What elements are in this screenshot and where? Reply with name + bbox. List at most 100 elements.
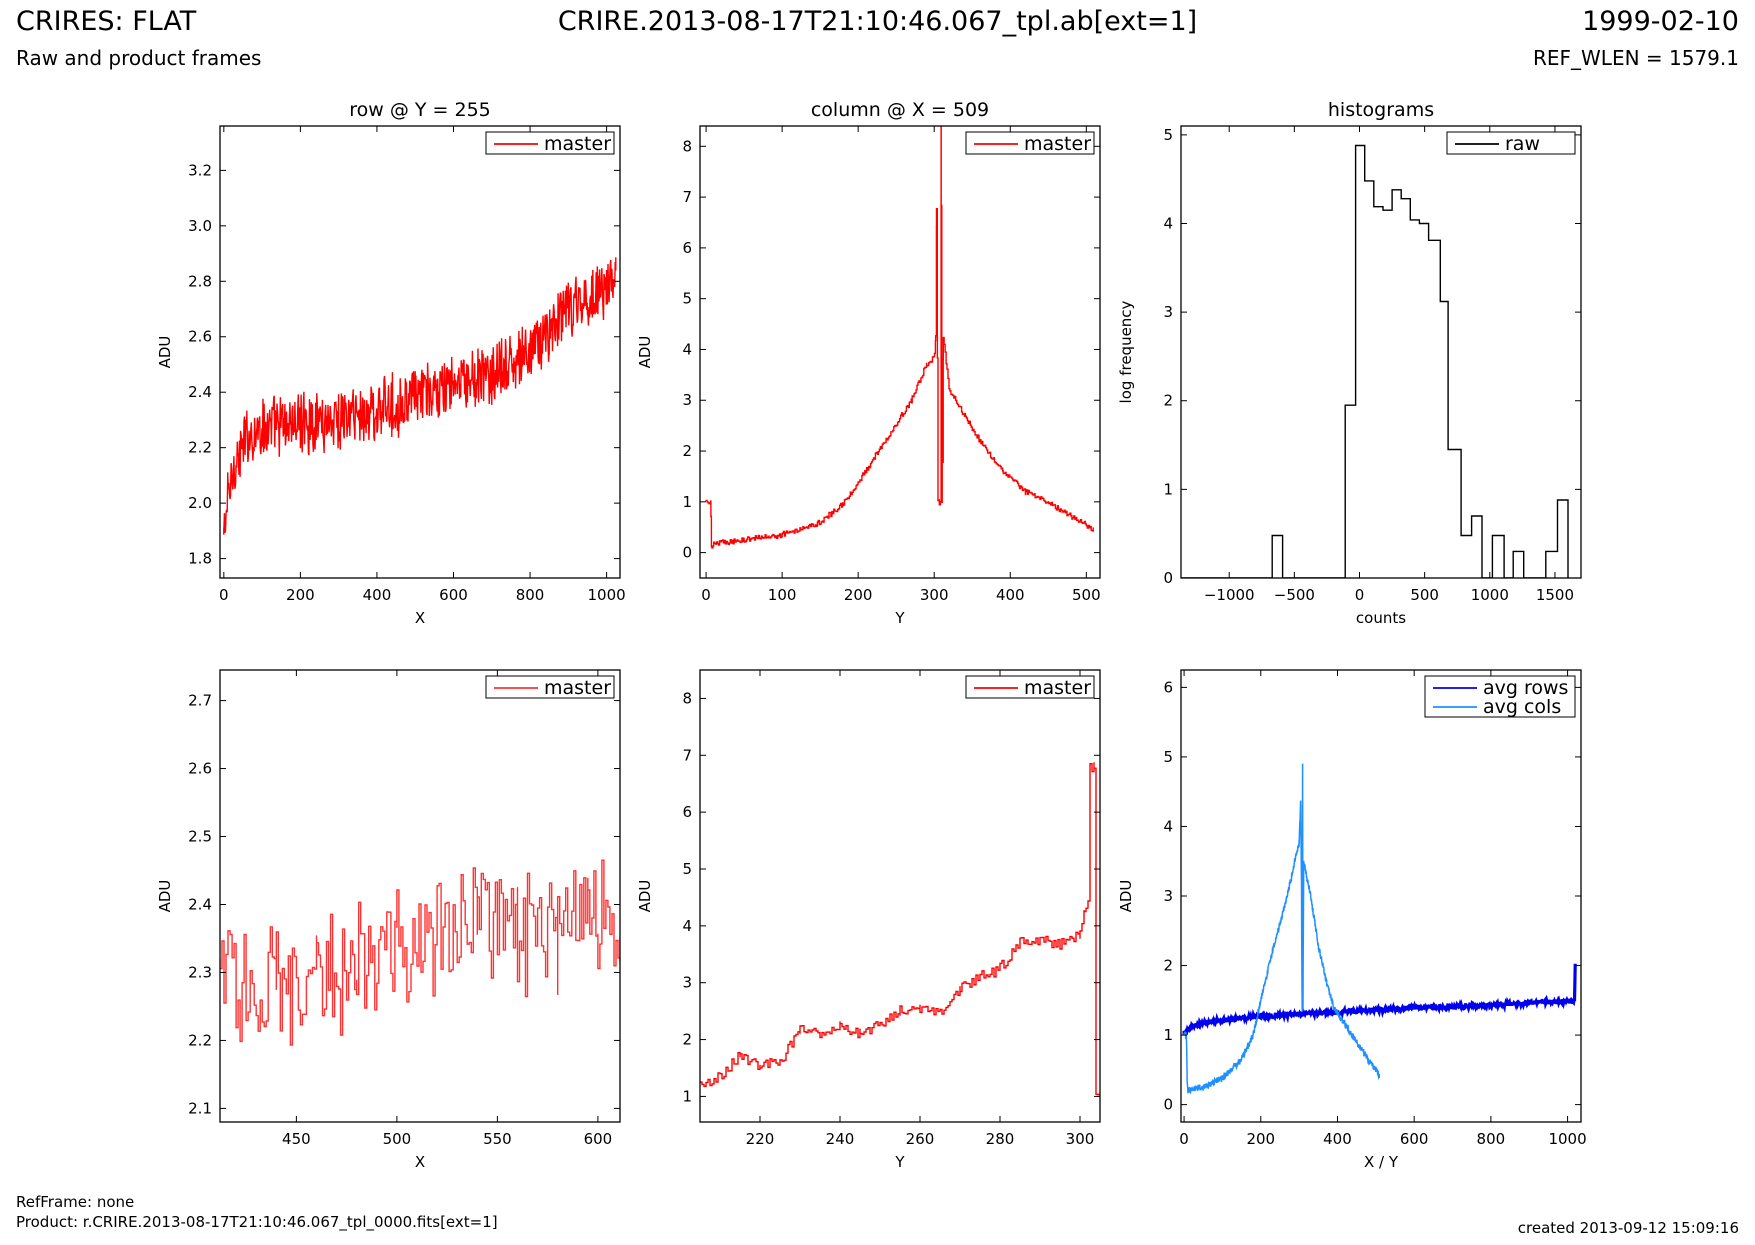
x-tick-label: 0 <box>219 586 229 604</box>
y-tick-label: 2.0 <box>188 494 212 512</box>
y-tick-label: 7 <box>682 746 692 764</box>
x-axis-label: Y <box>894 1153 905 1171</box>
ref-wlen-label: REF_WLEN = 1579.1 <box>1532 46 1739 70</box>
series-line-master <box>220 859 620 1046</box>
series-line-raw <box>1181 144 1569 578</box>
legend-label: master <box>544 133 611 155</box>
legend-label: raw <box>1505 133 1540 155</box>
y-tick-label: 2.8 <box>188 272 212 290</box>
x-tick-label: 1000 <box>1548 1130 1586 1148</box>
y-axis-label: ADU <box>636 336 654 369</box>
y-tick-label: 2.2 <box>188 1031 212 1049</box>
y-tick-label: 2.4 <box>188 895 212 913</box>
x-tick-label: 400 <box>996 586 1025 604</box>
y-tick-label: 1 <box>1163 1026 1173 1044</box>
series-line-avg-rows <box>1182 963 1577 1036</box>
x-tick-label: 220 <box>746 1130 775 1148</box>
y-tick-label: 8 <box>682 689 692 707</box>
legend-label: master <box>544 677 611 699</box>
legend-box <box>1446 131 1576 155</box>
y-tick-label: 0 <box>682 544 692 562</box>
series-line-master <box>700 762 1100 1097</box>
x-tick-label: −1000 <box>1204 586 1255 604</box>
chart-panel-3: −1000 −500 0 500 1000 1500 0 1 2 3 4 5 histograms cou… <box>1117 99 1582 627</box>
series-line-avg-cols <box>1183 763 1381 1095</box>
chart-panel-5: 220 240 260 280 300 1 2 3 4 5 6 7 8 Y ADU master <box>636 669 1101 1171</box>
x-tick-label: 280 <box>986 1130 1015 1148</box>
y-axis-label: ADU <box>156 336 174 369</box>
x-tick-label: 0 <box>1179 1130 1189 1148</box>
y-tick-label: 3 <box>682 391 692 409</box>
footer-created: created 2013-09-12 15:09:16 <box>1517 1219 1739 1237</box>
y-tick-label: 7 <box>682 188 692 206</box>
y-tick-label: 2.7 <box>188 692 212 710</box>
series-line-master <box>223 257 617 535</box>
plot-frame <box>219 669 621 1123</box>
x-tick-label: 200 <box>844 586 873 604</box>
y-tick-label: 5 <box>1163 126 1173 144</box>
x-tick-label: 200 <box>286 586 315 604</box>
chart-panel-1: 0 200 400 600 800 1000 1.8 2.0 2.2 2.4 2.6 2.8 3.0 3.… <box>156 99 626 627</box>
legend-box <box>485 131 615 155</box>
y-tick-label: 2.4 <box>188 383 212 401</box>
x-tick-label: 800 <box>1477 1130 1506 1148</box>
page-title-date: 1999-02-10 <box>1582 6 1739 37</box>
y-tick-label: 4 <box>682 340 692 358</box>
y-tick-label: 2.1 <box>188 1099 212 1117</box>
y-axis-label: ADU <box>156 880 174 913</box>
y-tick-label: 2.6 <box>188 328 212 346</box>
y-tick-label: 5 <box>1163 748 1173 766</box>
x-tick-label: 500 <box>383 1130 412 1148</box>
y-tick-label: 1 <box>682 493 692 511</box>
legend-label: master <box>1024 677 1091 699</box>
y-tick-label: 4 <box>1163 214 1173 232</box>
y-tick-label: 2 <box>682 1031 692 1049</box>
y-tick-label: 2.2 <box>188 439 212 457</box>
x-tick-label: 300 <box>1066 1130 1095 1148</box>
y-tick-label: 2.5 <box>188 828 212 846</box>
page-subtitle: Raw and product frames <box>16 46 262 70</box>
x-axis-label: X / Y <box>1364 1153 1399 1171</box>
x-axis-label: Y <box>894 609 905 627</box>
y-axis-label: log frequency <box>1117 300 1135 403</box>
x-tick-label: 600 <box>1400 1130 1429 1148</box>
legend-box <box>1424 675 1576 718</box>
plot-frame <box>699 669 1101 1123</box>
y-tick-label: 0 <box>1163 1096 1173 1114</box>
page-title-file: CRIRE.2013-08-17T21:10:46.067_tpl.ab[ext… <box>557 6 1198 37</box>
plot-frame <box>1180 669 1582 1123</box>
y-tick-label: 1.8 <box>188 550 212 568</box>
y-tick-label: 0 <box>1163 569 1173 587</box>
y-tick-label: 1 <box>1163 480 1173 498</box>
y-tick-label: 4 <box>682 917 692 935</box>
x-tick-label: 450 <box>282 1130 311 1148</box>
x-tick-label: 1500 <box>1536 586 1574 604</box>
x-tick-label: 800 <box>516 586 545 604</box>
y-tick-label: 6 <box>682 803 692 821</box>
y-tick-label: 4 <box>1163 817 1173 835</box>
legend-label: avg rows <box>1483 677 1568 699</box>
x-axis-label: counts <box>1356 609 1406 627</box>
y-tick-label: 6 <box>682 239 692 257</box>
legend-box <box>965 131 1095 155</box>
y-tick-label: 3.0 <box>188 217 212 235</box>
x-tick-label: 400 <box>363 586 392 604</box>
x-tick-label: 300 <box>920 586 949 604</box>
footer-product: Product: r.CRIRE.2013-08-17T21:10:46.067… <box>16 1213 498 1231</box>
x-tick-label: 550 <box>483 1130 512 1148</box>
y-axis-label: ADU <box>636 880 654 913</box>
x-tick-label: 400 <box>1323 1130 1352 1148</box>
y-tick-label: 3.2 <box>188 161 212 179</box>
x-tick-label: 100 <box>768 586 797 604</box>
plot-frame <box>219 125 621 579</box>
legend-box <box>485 675 615 699</box>
page-title-instrument: CRIRES: FLAT <box>16 6 197 37</box>
y-tick-label: 2 <box>1163 957 1173 975</box>
x-tick-label: 600 <box>584 1130 613 1148</box>
legend-label: master <box>1024 133 1091 155</box>
x-tick-label: 260 <box>906 1130 935 1148</box>
x-tick-label: 1000 <box>588 586 626 604</box>
x-tick-label: 0 <box>1355 586 1365 604</box>
x-tick-label: 240 <box>826 1130 855 1148</box>
